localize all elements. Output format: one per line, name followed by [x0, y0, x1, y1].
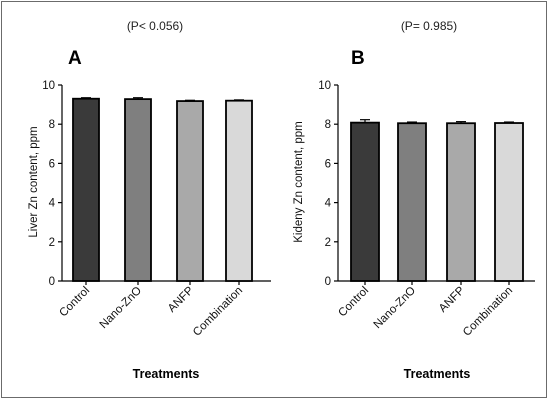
panel-a-bar-nano-zno	[124, 98, 152, 282]
panel-b-category-label: Control	[336, 285, 371, 320]
panel-b-y-axis-label: Kideny Zn content, ppm	[293, 121, 305, 242]
panel-a-letter: A	[68, 48, 82, 69]
panel-b-pvalue: (P= 0.985)	[401, 19, 457, 33]
panel-b-bars	[350, 119, 524, 282]
panel-a-category-label: Combination	[191, 285, 245, 339]
panel-a-bar-combination	[225, 99, 253, 282]
panel-a-y-tick-label: 2	[49, 237, 55, 249]
panel-b: (P= 0.985) B Kideny Zn content, ppm Trea…	[293, 19, 535, 381]
panel-b-y-tick-label: 2	[325, 237, 331, 249]
panel-b-error-bar	[360, 119, 370, 123]
panel-b-y-tick-label: 0	[325, 276, 331, 288]
panel-a-y-tick-label: 10	[42, 80, 55, 92]
panel-a-x-axis-label: Treatments	[133, 367, 200, 381]
panel-a-y-tick-label: 4	[49, 198, 56, 210]
panel-b-y-tick-label: 4	[325, 198, 332, 210]
panel-b-bar-anfp	[446, 122, 476, 282]
panel-a-y-tick-label: 6	[49, 158, 55, 170]
panel-a-bar-anfp	[176, 100, 204, 282]
panel-b-category-label: Combination	[461, 285, 515, 339]
panel-b-category-label: Nano-ZnO	[372, 285, 418, 331]
panel-b-error-bar	[456, 121, 466, 124]
panel-a-category-label: Nano-ZnO	[98, 285, 144, 331]
panel-a-y-tick-label: 0	[49, 276, 55, 288]
panel-b-bar-nano-zno	[397, 122, 427, 282]
panel-b-letter: B	[351, 48, 365, 69]
panel-a-error-bar	[133, 97, 143, 100]
panel-a-error-bar	[234, 99, 244, 101]
panel-a: (P< 0.056) A Liver Zn content, ppm Treat…	[28, 19, 271, 381]
panel-b-y-tick-label: 6	[325, 158, 331, 170]
panel-a-bars	[72, 97, 253, 282]
panel-b-error-bar	[504, 121, 514, 124]
panel-a-category-label: Control	[57, 285, 92, 320]
panel-b-y-tick-label: 10	[318, 80, 331, 92]
panel-a-y-axis-label: Liver Zn content, ppm	[28, 126, 40, 237]
panel-b-bar-combination	[494, 122, 524, 282]
panel-b-error-bar	[407, 121, 417, 124]
panel-a-bar-control	[72, 97, 100, 282]
panel-b-y-tick-label: 8	[325, 119, 331, 131]
panel-a-pvalue: (P< 0.056)	[127, 19, 183, 33]
panel-a-category-label: ANFP	[166, 284, 196, 314]
panel-a-error-bar	[185, 99, 195, 102]
panel-b-x-axis-label: Treatments	[404, 367, 471, 381]
panel-b-bar-control	[350, 121, 380, 282]
panel-b-category-label: ANFP	[437, 284, 467, 314]
panel-a-error-bar	[81, 97, 91, 99]
panel-a-y-tick-label: 8	[49, 119, 55, 131]
